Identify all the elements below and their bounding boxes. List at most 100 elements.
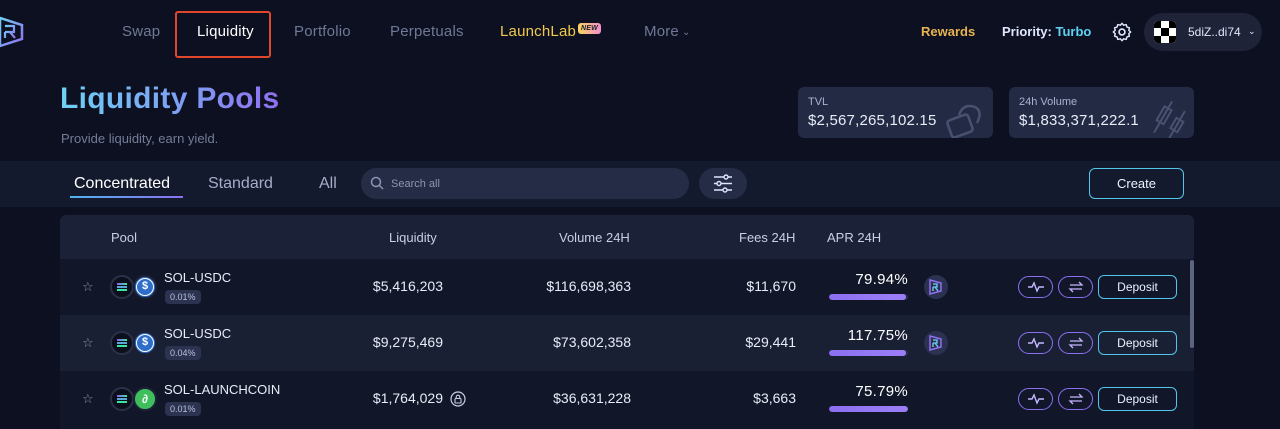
apr-cell: 117.75% xyxy=(829,327,908,356)
nav-perpetuals[interactable]: Perpetuals xyxy=(390,23,464,40)
apr-cell: 75.79% xyxy=(829,383,908,412)
sol-token-icon xyxy=(110,275,134,299)
page-title: Liquidity Pools xyxy=(60,82,280,115)
activity-icon xyxy=(1028,337,1044,349)
filter-button[interactable] xyxy=(699,168,747,199)
liquidity-value: $5,416,203 xyxy=(372,278,443,294)
nav-portfolio[interactable]: Portfolio xyxy=(294,23,351,40)
activity-icon xyxy=(1028,281,1044,293)
swap-button[interactable] xyxy=(1058,276,1093,298)
liquidity-value: $9,275,469 xyxy=(372,334,443,350)
gear-icon[interactable] xyxy=(1111,21,1133,43)
header-liquidity[interactable]: Liquidity xyxy=(389,230,437,245)
volume-value: $116,698,363 xyxy=(546,278,631,294)
wallet-address: 5diZ..di74 xyxy=(1188,25,1241,39)
chart-button[interactable] xyxy=(1018,276,1053,298)
activity-icon xyxy=(1028,393,1044,405)
apr-value: 75.79% xyxy=(855,383,908,400)
priority-label: Priority: xyxy=(1002,24,1052,39)
page-subtitle: Provide liquidity, earn yield. xyxy=(61,131,219,146)
usdc-token-icon: $ xyxy=(133,275,157,299)
avatar xyxy=(1154,21,1176,43)
sol-token-icon xyxy=(110,331,134,355)
chart-button[interactable] xyxy=(1018,332,1053,354)
table-scrollbar[interactable] xyxy=(1190,260,1194,348)
pool-pair: SOL-LAUNCHCOIN xyxy=(164,382,281,397)
star-icon[interactable]: ☆ xyxy=(82,335,94,350)
deposit-button[interactable]: Deposit xyxy=(1098,275,1177,299)
apr-progress-bar xyxy=(829,406,908,412)
nav-more[interactable]: More ⌄ xyxy=(644,22,691,42)
chart-button[interactable] xyxy=(1018,388,1053,410)
nav-liquidity-highlight xyxy=(175,11,271,58)
apr-value: 79.94% xyxy=(855,271,908,288)
header-volume[interactable]: Volume 24H xyxy=(559,230,630,245)
chevron-down-icon: ⌄ xyxy=(1248,26,1256,36)
volume-value: $73,602,358 xyxy=(553,334,631,350)
tab-all[interactable]: All xyxy=(319,175,337,192)
star-icon[interactable]: ☆ xyxy=(82,279,94,294)
swap-button[interactable] xyxy=(1058,388,1093,410)
nav-swap[interactable]: Swap xyxy=(122,23,161,40)
volume-stat-card: 24h Volume $1,833,371,222.1 xyxy=(1009,87,1194,138)
fees-value: $11,670 xyxy=(746,278,796,294)
wallet-button[interactable]: 5diZ..di74 ⌄ xyxy=(1144,13,1262,51)
tvl-stat-card: TVL $2,567,265,102.15 xyxy=(798,87,993,138)
usdc-token-icon: $ xyxy=(133,331,157,355)
tvl-value: $2,567,265,102.15 xyxy=(808,112,937,129)
swap-arrows-icon xyxy=(1068,281,1084,293)
header-pool[interactable]: Pool xyxy=(111,230,138,245)
volume-value: $1,833,371,222.1 xyxy=(1019,112,1139,129)
active-tab-underline xyxy=(70,196,183,198)
tvl-label: TVL xyxy=(808,96,829,108)
search-icon xyxy=(370,176,384,190)
search-input[interactable] xyxy=(391,174,671,193)
tab-standard[interactable]: Standard xyxy=(208,175,273,192)
pool-table: Pool Liquidity Volume 24H Fees 24H APR 2… xyxy=(60,215,1194,429)
rewards-link[interactable]: Rewards xyxy=(921,24,976,39)
volume-label: 24h Volume xyxy=(1019,96,1078,108)
sol-token-icon xyxy=(110,387,134,411)
raydium-logo-icon[interactable] xyxy=(0,16,28,48)
deposit-button[interactable]: Deposit xyxy=(1098,331,1177,355)
table-row[interactable]: ☆ $ SOL-USDC 0.01% $5,416,203 $116,698,3… xyxy=(60,259,1194,315)
fees-value: $29,441 xyxy=(745,334,796,350)
candlestick-decoration-icon xyxy=(1153,101,1186,138)
nav-liquidity[interactable]: Liquidity xyxy=(197,23,254,40)
fees-value: $3,663 xyxy=(753,390,796,406)
lock-icon xyxy=(450,391,466,407)
apr-progress-fill xyxy=(829,350,907,356)
apr-value: 117.75% xyxy=(847,327,908,344)
sliders-icon xyxy=(714,174,732,193)
fee-tier-badge: 0.01% xyxy=(165,290,201,304)
header-fees[interactable]: Fees 24H xyxy=(739,230,796,245)
tab-concentrated[interactable]: Concentrated xyxy=(74,175,171,192)
new-badge: NEW xyxy=(578,23,601,34)
reward-token-icon[interactable] xyxy=(924,275,948,299)
search-box xyxy=(361,168,689,199)
liquidity-value: $1,764,029 xyxy=(372,390,443,406)
swap-arrows-icon xyxy=(1068,337,1084,349)
nav-launchlab-label: LaunchLab xyxy=(500,23,577,40)
apr-progress-bar xyxy=(829,350,908,356)
swap-arrows-icon xyxy=(1068,393,1084,405)
launchcoin-token-icon: ∂ xyxy=(133,387,157,411)
fee-tier-badge: 0.04% xyxy=(165,346,201,360)
table-row[interactable]: ☆ ∂ SOL-LAUNCHCOIN 0.01% $1,764,029 $36,… xyxy=(60,371,1194,427)
apr-cell: 79.94% xyxy=(829,271,908,300)
create-button[interactable]: Create xyxy=(1089,168,1184,199)
fee-tier-badge: 0.01% xyxy=(165,402,201,416)
priority-selector[interactable]: Priority: Turbo xyxy=(1002,24,1091,39)
apr-progress-fill xyxy=(829,294,907,300)
pool-pair: SOL-USDC xyxy=(164,270,232,285)
star-icon[interactable]: ☆ xyxy=(82,391,94,406)
header-apr[interactable]: APR 24H xyxy=(827,230,882,245)
nav-launchlab[interactable]: LaunchLab NEW xyxy=(500,22,601,42)
reward-token-icon[interactable] xyxy=(924,331,948,355)
swap-button[interactable] xyxy=(1058,332,1093,354)
volume-value: $36,631,228 xyxy=(553,390,631,406)
pool-pair: SOL-USDC xyxy=(164,326,232,341)
deposit-button[interactable]: Deposit xyxy=(1098,387,1177,411)
chevron-down-icon: ⌄ xyxy=(681,27,691,38)
table-row[interactable]: ☆ $ SOL-USDC 0.04% $9,275,469 $73,602,35… xyxy=(60,315,1194,371)
